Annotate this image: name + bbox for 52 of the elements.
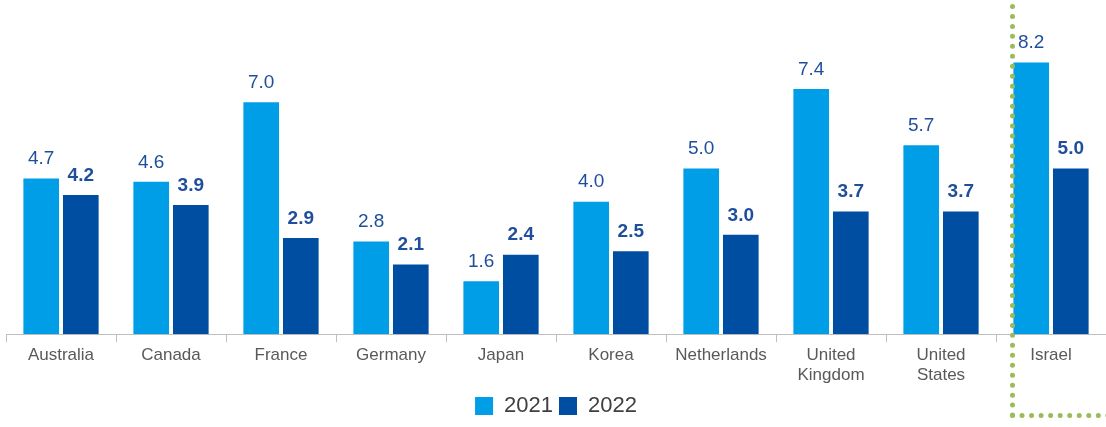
bar xyxy=(172,204,209,335)
x-tick-label: United States xyxy=(916,345,966,385)
data-label: 8.2 xyxy=(1017,31,1045,53)
bar xyxy=(722,234,759,335)
x-tick-label: France xyxy=(254,345,308,365)
data-label: 5.0 xyxy=(687,137,715,159)
data-label: 5.7 xyxy=(907,114,935,136)
data-label: 3.7 xyxy=(837,180,865,202)
data-label: 2.4 xyxy=(507,223,535,245)
bar xyxy=(243,102,280,335)
bar xyxy=(502,254,539,335)
data-label: 3.0 xyxy=(727,203,755,225)
bar xyxy=(62,195,99,335)
data-label: 2.1 xyxy=(397,233,425,255)
bar xyxy=(903,145,940,335)
data-label: 3.9 xyxy=(177,173,205,195)
data-label: 1.6 xyxy=(467,249,495,271)
data-label: 2.9 xyxy=(287,206,315,228)
x-tick-label: Netherlands xyxy=(675,345,767,365)
legend-label: 2021 xyxy=(504,392,554,418)
data-label: 3.7 xyxy=(947,180,975,202)
x-tick-label: Germany xyxy=(356,345,427,365)
bar xyxy=(463,281,500,335)
data-label: 4.2 xyxy=(67,163,95,185)
bar xyxy=(942,211,979,335)
data-label: 2.8 xyxy=(357,210,385,232)
data-label: 2.5 xyxy=(617,220,645,242)
bar xyxy=(133,181,170,335)
bar xyxy=(353,241,390,335)
x-tick-label: United Kingdom xyxy=(797,345,865,385)
bar xyxy=(612,251,649,335)
data-label: 7.0 xyxy=(247,71,275,92)
bar xyxy=(1052,168,1089,335)
data-label: 4.0 xyxy=(577,170,605,192)
bar xyxy=(282,238,319,335)
x-tick-label: Australia xyxy=(27,345,95,365)
x-tick-label: Canada xyxy=(141,345,202,365)
data-label: 4.7 xyxy=(27,147,55,169)
bar xyxy=(23,178,60,335)
x-tick-label: Japan xyxy=(477,345,525,365)
data-label: 4.6 xyxy=(137,150,165,172)
bar xyxy=(392,264,429,335)
bar xyxy=(793,89,830,335)
x-tick-label: Israel xyxy=(1030,345,1072,365)
bar xyxy=(683,168,720,335)
data-label: 7.4 xyxy=(797,57,825,79)
data-label: 5.0 xyxy=(1057,137,1085,159)
bar xyxy=(573,201,610,335)
legend-label: 2022 xyxy=(588,392,637,418)
bar xyxy=(832,211,869,335)
bar xyxy=(1013,62,1050,335)
x-tick-label: Korea xyxy=(588,345,635,365)
